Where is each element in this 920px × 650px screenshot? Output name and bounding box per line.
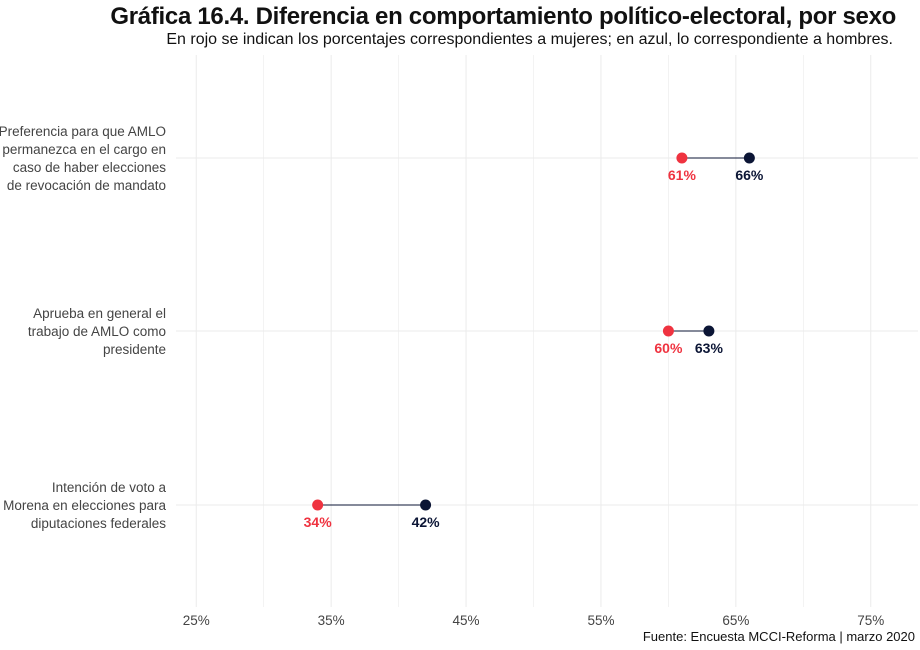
category-label: Preferencia para que AMLO permanezca en e…: [0, 124, 166, 193]
category-labels: Preferencia para que AMLO permanezca en e…: [0, 124, 166, 531]
dumbbell-marks: 61% 66% 60% 63% 34% 42%: [304, 152, 764, 530]
data-label-mujeres: 61%: [668, 167, 697, 183]
category-label-line: Preferencia para que AMLO: [0, 124, 166, 139]
chart-title-text: Gráfica 16.4. Diferencia en comportamien…: [110, 3, 896, 30]
point-hombres: [420, 499, 432, 511]
category-label-line: Aprueba en general el: [33, 306, 166, 321]
point-hombres: [703, 325, 715, 337]
chart-title: Gráfica 16.4. Diferencia en comportamien…: [0, 3, 920, 31]
x-tick-label: 75%: [857, 613, 884, 628]
x-tick-label: 55%: [587, 613, 614, 628]
data-label-hombres: 63%: [695, 340, 724, 356]
data-label-hombres: 66%: [735, 167, 764, 183]
data-label-hombres: 42%: [412, 514, 441, 530]
point-hombres: [743, 152, 755, 164]
category-label-line: presidente: [103, 342, 166, 357]
grid-layer: [176, 55, 918, 607]
category-label-line: caso de haber elecciones: [13, 160, 166, 175]
category-label-line: permanezca en el cargo en: [2, 142, 166, 157]
category-label-line: trabajo de AMLO como: [28, 324, 166, 339]
point-mujeres: [676, 152, 688, 164]
x-tick-label: 45%: [453, 613, 480, 628]
data-label-mujeres: 34%: [304, 514, 333, 530]
category-label-line: Morena en elecciones para: [3, 498, 166, 513]
point-mujeres: [662, 325, 674, 337]
category-label: Aprueba en general el trabajo de AMLO com…: [28, 306, 166, 357]
x-axis-ticks: 25% 35% 45% 55% 65% 75%: [183, 613, 885, 628]
x-tick-label: 65%: [722, 613, 749, 628]
source-caption: Fuente: Encuesta MCCI-Reforma | marzo 20…: [642, 629, 915, 644]
data-label-mujeres: 60%: [654, 340, 683, 356]
category-label: Intención de voto a Morena en elecciones …: [3, 480, 166, 531]
category-label-line: diputaciones federales: [31, 516, 166, 531]
x-tick-label: 25%: [183, 613, 210, 628]
point-mujeres: [312, 499, 324, 511]
category-label-line: de revocación de mandato: [7, 178, 166, 193]
category-label-line: Intención de voto a: [52, 480, 167, 495]
x-tick-label: 35%: [318, 613, 345, 628]
chart-subtitle: En rojo se indican los porcentajes corre…: [0, 31, 920, 49]
chart-subtitle-text: En rojo se indican los porcentajes corre…: [166, 31, 893, 48]
